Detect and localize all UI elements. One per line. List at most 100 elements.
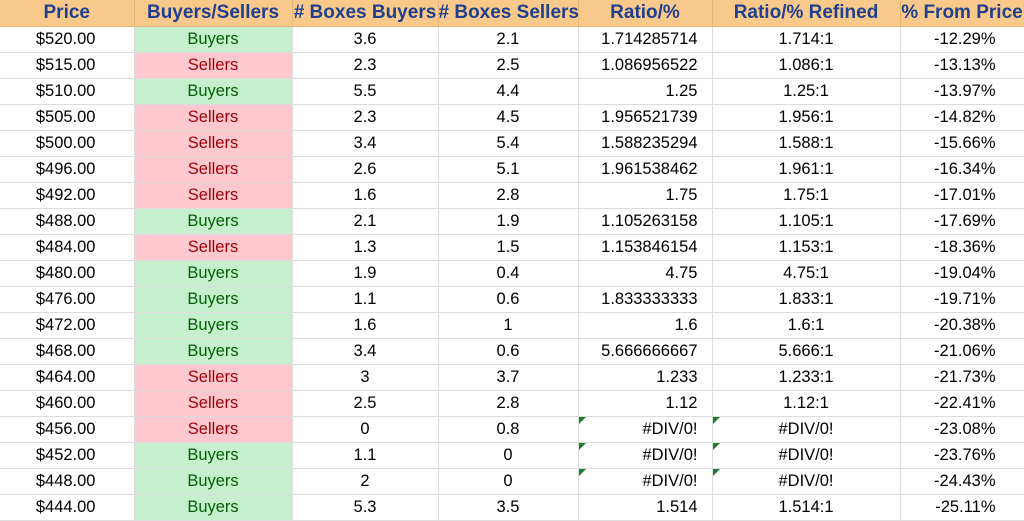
boxes-buyers-cell[interactable]: 2.6	[292, 156, 439, 183]
pct-from-price-cell[interactable]: -13.97%	[900, 78, 1024, 105]
boxes-buyers-cell[interactable]: 1.6	[292, 312, 439, 339]
ratio-cell[interactable]: 1.086956522	[578, 52, 713, 79]
price-cell[interactable]: $464.00	[0, 364, 135, 391]
boxes-buyers-cell[interactable]: 1.1	[292, 286, 439, 313]
ratio-refined-cell[interactable]: 1.6:1	[712, 312, 901, 339]
buyers-sellers-cell[interactable]: Sellers	[134, 234, 293, 261]
ratio-cell[interactable]: 1.961538462	[578, 156, 713, 183]
buyers-sellers-cell[interactable]: Sellers	[134, 182, 293, 209]
ratio-refined-cell[interactable]: 5.666:1	[712, 338, 901, 365]
pct-from-price-cell[interactable]: -18.36%	[900, 234, 1024, 261]
ratio-cell[interactable]: 1.105263158	[578, 208, 713, 235]
ratio-refined-cell[interactable]: 1.153:1	[712, 234, 901, 261]
ratio-cell[interactable]: 1.956521739	[578, 104, 713, 131]
ratio-cell[interactable]: 1.833333333	[578, 286, 713, 313]
boxes-buyers-cell[interactable]: 2.5	[292, 390, 439, 417]
boxes-sellers-cell[interactable]: 1.5	[438, 234, 579, 261]
ratio-cell[interactable]: #DIV/0!	[578, 416, 713, 443]
pct-from-price-cell[interactable]: -14.82%	[900, 104, 1024, 131]
boxes-sellers-cell[interactable]: 3.7	[438, 364, 579, 391]
boxes-sellers-cell[interactable]: 1	[438, 312, 579, 339]
pct-from-price-cell[interactable]: -13.13%	[900, 52, 1024, 79]
ratio-refined-cell[interactable]: #DIV/0!	[712, 442, 901, 469]
boxes-sellers-cell[interactable]: 4.4	[438, 78, 579, 105]
boxes-buyers-cell[interactable]: 5.3	[292, 494, 439, 521]
buyers-sellers-cell[interactable]: Buyers	[134, 338, 293, 365]
ratio-refined-cell[interactable]: 1.588:1	[712, 130, 901, 157]
column-header-boxes-buyers[interactable]: # Boxes Buyers	[292, 0, 439, 27]
ratio-refined-cell[interactable]: 1.961:1	[712, 156, 901, 183]
boxes-buyers-cell[interactable]: 3.6	[292, 26, 439, 53]
price-cell[interactable]: $480.00	[0, 260, 135, 287]
price-cell[interactable]: $484.00	[0, 234, 135, 261]
buyers-sellers-cell[interactable]: Buyers	[134, 78, 293, 105]
ratio-cell[interactable]: 1.12	[578, 390, 713, 417]
ratio-refined-cell[interactable]: 1.956:1	[712, 104, 901, 131]
ratio-cell[interactable]: 4.75	[578, 260, 713, 287]
boxes-sellers-cell[interactable]: 0	[438, 468, 579, 495]
price-cell[interactable]: $488.00	[0, 208, 135, 235]
boxes-buyers-cell[interactable]: 3.4	[292, 338, 439, 365]
boxes-sellers-cell[interactable]: 5.1	[438, 156, 579, 183]
price-cell[interactable]: $500.00	[0, 130, 135, 157]
price-cell[interactable]: $492.00	[0, 182, 135, 209]
ratio-refined-cell[interactable]: 1.75:1	[712, 182, 901, 209]
boxes-sellers-cell[interactable]: 2.8	[438, 182, 579, 209]
price-cell[interactable]: $515.00	[0, 52, 135, 79]
price-cell[interactable]: $460.00	[0, 390, 135, 417]
error-indicator-icon[interactable]	[578, 442, 586, 450]
ratio-refined-cell[interactable]: 1.086:1	[712, 52, 901, 79]
price-cell[interactable]: $472.00	[0, 312, 135, 339]
ratio-cell[interactable]: 5.666666667	[578, 338, 713, 365]
ratio-cell[interactable]: #DIV/0!	[578, 442, 713, 469]
ratio-refined-cell[interactable]: 4.75:1	[712, 260, 901, 287]
buyers-sellers-cell[interactable]: Buyers	[134, 468, 293, 495]
ratio-cell[interactable]: 1.514	[578, 494, 713, 521]
pct-from-price-cell[interactable]: -19.71%	[900, 286, 1024, 313]
ratio-cell[interactable]: 1.714285714	[578, 26, 713, 53]
boxes-buyers-cell[interactable]: 3.4	[292, 130, 439, 157]
price-cell[interactable]: $510.00	[0, 78, 135, 105]
buyers-sellers-cell[interactable]: Buyers	[134, 286, 293, 313]
boxes-buyers-cell[interactable]: 2.1	[292, 208, 439, 235]
boxes-buyers-cell[interactable]: 2	[292, 468, 439, 495]
pct-from-price-cell[interactable]: -17.69%	[900, 208, 1024, 235]
boxes-buyers-cell[interactable]: 1.3	[292, 234, 439, 261]
buyers-sellers-cell[interactable]: Sellers	[134, 130, 293, 157]
boxes-sellers-cell[interactable]: 2.8	[438, 390, 579, 417]
pct-from-price-cell[interactable]: -25.11%	[900, 494, 1024, 521]
price-cell[interactable]: $520.00	[0, 26, 135, 53]
price-cell[interactable]: $468.00	[0, 338, 135, 365]
price-cell[interactable]: $476.00	[0, 286, 135, 313]
boxes-buyers-cell[interactable]: 2.3	[292, 104, 439, 131]
pct-from-price-cell[interactable]: -15.66%	[900, 130, 1024, 157]
pct-from-price-cell[interactable]: -19.04%	[900, 260, 1024, 287]
ratio-refined-cell[interactable]: 1.833:1	[712, 286, 901, 313]
ratio-cell[interactable]: 1.75	[578, 182, 713, 209]
boxes-buyers-cell[interactable]: 0	[292, 416, 439, 443]
buyers-sellers-cell[interactable]: Sellers	[134, 364, 293, 391]
buyers-sellers-cell[interactable]: Buyers	[134, 26, 293, 53]
boxes-buyers-cell[interactable]: 3	[292, 364, 439, 391]
buyers-sellers-cell[interactable]: Buyers	[134, 208, 293, 235]
boxes-sellers-cell[interactable]: 0.8	[438, 416, 579, 443]
ratio-cell[interactable]: 1.6	[578, 312, 713, 339]
pct-from-price-cell[interactable]: -16.34%	[900, 156, 1024, 183]
ratio-cell[interactable]: 1.25	[578, 78, 713, 105]
price-cell[interactable]: $456.00	[0, 416, 135, 443]
buyers-sellers-cell[interactable]: Buyers	[134, 312, 293, 339]
boxes-sellers-cell[interactable]: 0.6	[438, 338, 579, 365]
column-header-ratio-refined[interactable]: Ratio/% Refined	[712, 0, 901, 27]
boxes-sellers-cell[interactable]: 5.4	[438, 130, 579, 157]
boxes-sellers-cell[interactable]: 3.5	[438, 494, 579, 521]
column-header-boxes-sellers[interactable]: # Boxes Sellers	[438, 0, 579, 27]
pct-from-price-cell[interactable]: -17.01%	[900, 182, 1024, 209]
pct-from-price-cell[interactable]: -20.38%	[900, 312, 1024, 339]
price-cell[interactable]: $444.00	[0, 494, 135, 521]
pct-from-price-cell[interactable]: -12.29%	[900, 26, 1024, 53]
ratio-refined-cell[interactable]: #DIV/0!	[712, 416, 901, 443]
ratio-cell[interactable]: 1.588235294	[578, 130, 713, 157]
buyers-sellers-cell[interactable]: Sellers	[134, 390, 293, 417]
buyers-sellers-cell[interactable]: Sellers	[134, 416, 293, 443]
error-indicator-icon[interactable]	[712, 442, 720, 450]
